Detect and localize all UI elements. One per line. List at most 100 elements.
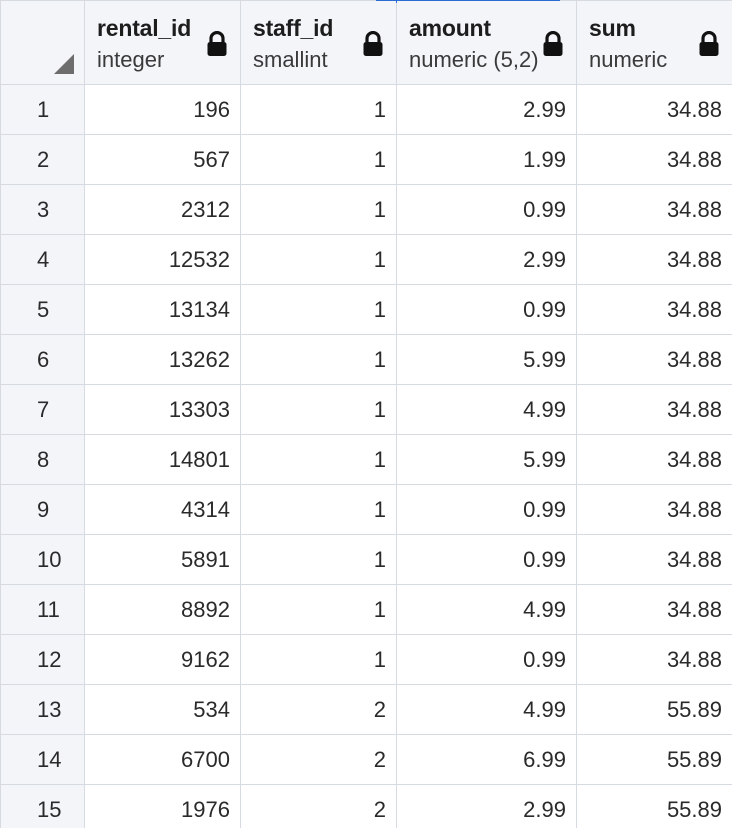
column-header-amount[interactable]: amount numeric (5,2) bbox=[396, 0, 577, 85]
column-header-rental-id[interactable]: rental_id integer bbox=[84, 0, 241, 85]
cell-sum[interactable]: 34.88 bbox=[576, 584, 732, 635]
cell-staff-id[interactable]: 1 bbox=[240, 184, 397, 235]
table-row[interactable]: 12 9162 1 0.99 34.88 bbox=[0, 634, 732, 685]
cell-staff-id[interactable]: 1 bbox=[240, 334, 397, 385]
cell-sum[interactable]: 34.88 bbox=[576, 534, 732, 585]
cell-rental-id[interactable]: 4314 bbox=[84, 484, 241, 535]
cell-sum[interactable]: 34.88 bbox=[576, 184, 732, 235]
table-row[interactable]: 3 2312 1 0.99 34.88 bbox=[0, 184, 732, 235]
table-row[interactable]: 10 5891 1 0.99 34.88 bbox=[0, 534, 732, 585]
cell-staff-id[interactable]: 1 bbox=[240, 584, 397, 635]
cell-staff-id[interactable]: 2 bbox=[240, 784, 397, 828]
row-number[interactable]: 15 bbox=[0, 784, 85, 828]
cell-amount[interactable]: 5.99 bbox=[396, 334, 577, 385]
cell-amount[interactable]: 4.99 bbox=[396, 584, 577, 635]
cell-amount[interactable]: 2.99 bbox=[396, 234, 577, 285]
cell-sum[interactable]: 34.88 bbox=[576, 384, 732, 435]
cell-staff-id[interactable]: 2 bbox=[240, 734, 397, 785]
cell-rental-id[interactable]: 13303 bbox=[84, 384, 241, 435]
cell-rental-id[interactable]: 14801 bbox=[84, 434, 241, 485]
table-row[interactable]: 6 13262 1 5.99 34.88 bbox=[0, 334, 732, 385]
column-header-staff-id[interactable]: staff_id smallint bbox=[240, 0, 397, 85]
cell-sum[interactable]: 34.88 bbox=[576, 434, 732, 485]
table-row[interactable]: 13 534 2 4.99 55.89 bbox=[0, 684, 732, 735]
table-row[interactable]: 8 14801 1 5.99 34.88 bbox=[0, 434, 732, 485]
cell-amount[interactable]: 5.99 bbox=[396, 434, 577, 485]
cell-amount[interactable]: 0.99 bbox=[396, 284, 577, 335]
column-header-sum[interactable]: sum numeric bbox=[576, 0, 732, 85]
cell-rental-id[interactable]: 9162 bbox=[84, 634, 241, 685]
table-row[interactable]: 11 8892 1 4.99 34.88 bbox=[0, 584, 732, 635]
cell-rental-id[interactable]: 567 bbox=[84, 134, 241, 185]
cell-rental-id[interactable]: 13262 bbox=[84, 334, 241, 385]
cell-amount[interactable]: 4.99 bbox=[396, 384, 577, 435]
cell-sum[interactable]: 34.88 bbox=[576, 334, 732, 385]
cell-rental-id[interactable]: 13134 bbox=[84, 284, 241, 335]
table-row[interactable]: 4 12532 1 2.99 34.88 bbox=[0, 234, 732, 285]
cell-amount[interactable]: 6.99 bbox=[396, 734, 577, 785]
row-number[interactable]: 13 bbox=[0, 684, 85, 735]
cell-rental-id[interactable]: 12532 bbox=[84, 234, 241, 285]
row-number[interactable]: 12 bbox=[0, 634, 85, 685]
cell-staff-id[interactable]: 1 bbox=[240, 534, 397, 585]
column-type: numeric bbox=[589, 47, 668, 72]
cell-staff-id[interactable]: 1 bbox=[240, 634, 397, 685]
cell-staff-id[interactable]: 1 bbox=[240, 384, 397, 435]
cell-sum[interactable]: 34.88 bbox=[576, 284, 732, 335]
cell-sum[interactable]: 34.88 bbox=[576, 234, 732, 285]
cell-amount[interactable]: 0.99 bbox=[396, 484, 577, 535]
cell-amount[interactable]: 2.99 bbox=[396, 84, 577, 135]
cell-staff-id[interactable]: 1 bbox=[240, 284, 397, 335]
cell-rental-id[interactable]: 6700 bbox=[84, 734, 241, 785]
table-row[interactable]: 7 13303 1 4.99 34.88 bbox=[0, 384, 732, 435]
column-name: staff_id bbox=[253, 15, 334, 41]
cell-sum[interactable]: 34.88 bbox=[576, 84, 732, 135]
row-number[interactable]: 6 bbox=[0, 334, 85, 385]
select-all-corner[interactable] bbox=[0, 0, 85, 85]
row-number[interactable]: 8 bbox=[0, 434, 85, 485]
cell-staff-id[interactable]: 1 bbox=[240, 134, 397, 185]
cell-sum[interactable]: 55.89 bbox=[576, 734, 732, 785]
row-number[interactable]: 11 bbox=[0, 584, 85, 635]
row-number[interactable]: 9 bbox=[0, 484, 85, 535]
cell-amount[interactable]: 4.99 bbox=[396, 684, 577, 735]
table-row[interactable]: 2 567 1 1.99 34.88 bbox=[0, 134, 732, 185]
cell-staff-id[interactable]: 1 bbox=[240, 84, 397, 135]
table-row[interactable]: 14 6700 2 6.99 55.89 bbox=[0, 734, 732, 785]
row-number[interactable]: 1 bbox=[0, 84, 85, 135]
table-row[interactable]: 5 13134 1 0.99 34.88 bbox=[0, 284, 732, 335]
row-number[interactable]: 14 bbox=[0, 734, 85, 785]
table-row[interactable]: 15 1976 2 2.99 55.89 bbox=[0, 784, 732, 828]
cell-staff-id[interactable]: 1 bbox=[240, 484, 397, 535]
cell-amount[interactable]: 2.99 bbox=[396, 784, 577, 828]
table-row[interactable]: 9 4314 1 0.99 34.88 bbox=[0, 484, 732, 535]
cell-amount[interactable]: 0.99 bbox=[396, 184, 577, 235]
cell-rental-id[interactable]: 2312 bbox=[84, 184, 241, 235]
cell-staff-id[interactable]: 1 bbox=[240, 434, 397, 485]
column-type: integer bbox=[97, 47, 165, 72]
row-number[interactable]: 4 bbox=[0, 234, 85, 285]
cell-rental-id[interactable]: 1976 bbox=[84, 784, 241, 828]
cell-sum[interactable]: 34.88 bbox=[576, 134, 732, 185]
cell-sum[interactable]: 34.88 bbox=[576, 634, 732, 685]
row-number[interactable]: 10 bbox=[0, 534, 85, 585]
cell-rental-id[interactable]: 196 bbox=[84, 84, 241, 135]
lock-icon bbox=[362, 30, 384, 57]
cell-staff-id[interactable]: 2 bbox=[240, 684, 397, 735]
cell-rental-id[interactable]: 534 bbox=[84, 684, 241, 735]
cell-amount[interactable]: 0.99 bbox=[396, 534, 577, 585]
cell-rental-id[interactable]: 5891 bbox=[84, 534, 241, 585]
row-number[interactable]: 2 bbox=[0, 134, 85, 185]
cell-staff-id[interactable]: 1 bbox=[240, 234, 397, 285]
cell-sum[interactable]: 55.89 bbox=[576, 784, 732, 828]
cell-sum[interactable]: 34.88 bbox=[576, 484, 732, 535]
cell-amount[interactable]: 0.99 bbox=[396, 634, 577, 685]
cell-amount[interactable]: 1.99 bbox=[396, 134, 577, 185]
row-number[interactable]: 7 bbox=[0, 384, 85, 435]
row-number[interactable]: 5 bbox=[0, 284, 85, 335]
row-number[interactable]: 3 bbox=[0, 184, 85, 235]
cell-rental-id[interactable]: 8892 bbox=[84, 584, 241, 635]
cell-sum[interactable]: 55.89 bbox=[576, 684, 732, 735]
table-row[interactable]: 1 196 1 2.99 34.88 bbox=[0, 84, 732, 135]
